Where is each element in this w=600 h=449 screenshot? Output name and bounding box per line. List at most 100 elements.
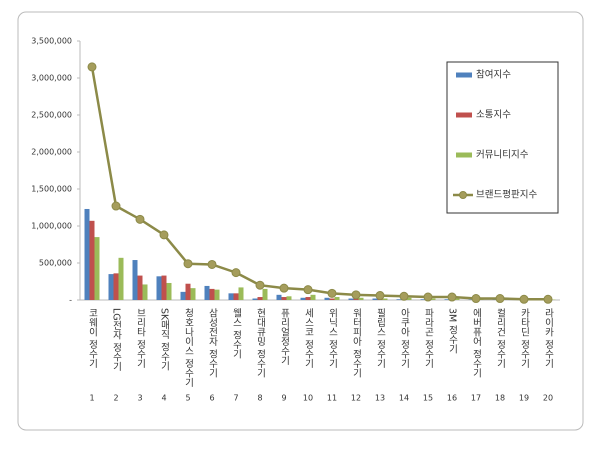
x-tick-label: 퓨리얼정수기 xyxy=(279,308,290,366)
legend-label: 소통지수 xyxy=(476,110,511,121)
line-marker xyxy=(376,292,384,300)
rank-label: 12 xyxy=(351,394,361,403)
bar xyxy=(282,297,287,300)
bar xyxy=(157,276,162,300)
x-tick-label: 워터피아 정수기 xyxy=(351,308,362,378)
line-marker xyxy=(400,292,408,300)
bar xyxy=(181,292,186,300)
rank-label: 14 xyxy=(399,394,409,403)
bar xyxy=(186,284,191,300)
bar xyxy=(335,297,340,300)
y-tick-label: 2,500,000 xyxy=(31,111,72,120)
rank-label: 20 xyxy=(543,394,553,403)
rank-label: 19 xyxy=(519,394,529,403)
line-marker xyxy=(88,63,96,71)
x-tick-label: LG전자 정수기 xyxy=(111,308,122,372)
line-marker xyxy=(136,215,144,223)
line-marker xyxy=(424,293,432,301)
line-marker xyxy=(520,295,528,303)
x-tick-label: 아쿠아 정수기 xyxy=(399,308,410,369)
bar xyxy=(311,295,316,300)
bar xyxy=(162,276,167,300)
line-marker xyxy=(280,284,288,292)
bar xyxy=(143,284,148,300)
bar xyxy=(210,289,215,300)
legend-label: 참여지수 xyxy=(476,69,511,81)
bar xyxy=(229,293,234,300)
bar xyxy=(215,290,220,300)
rank-label: 8 xyxy=(257,394,262,403)
line-marker xyxy=(472,295,480,303)
legend-swatch xyxy=(460,192,467,199)
line-marker xyxy=(160,231,168,239)
y-tick-label: 2,000,000 xyxy=(31,148,72,157)
y-tick-label: - xyxy=(69,296,72,305)
rank-label: 4 xyxy=(161,394,166,403)
bar xyxy=(119,258,124,300)
rank-label: 11 xyxy=(327,394,337,403)
line-marker xyxy=(232,269,240,277)
rank-label: 16 xyxy=(447,394,457,403)
legend-swatch xyxy=(456,73,472,78)
x-tick-label: 코웨이 정수기 xyxy=(87,308,98,369)
rank-label: 2 xyxy=(113,394,118,403)
x-tick-label: 현대큐밍 정수기 xyxy=(255,308,266,378)
line-marker xyxy=(544,295,552,303)
bar xyxy=(109,274,114,300)
rank-label: 3 xyxy=(137,394,142,403)
x-tick-label: 필립스 정수기 xyxy=(375,307,386,369)
rank-label: 17 xyxy=(471,394,481,403)
bar xyxy=(138,276,143,300)
rank-label: 10 xyxy=(303,394,313,403)
y-tick-label: 1,500,000 xyxy=(31,185,72,194)
bar xyxy=(85,209,90,300)
bar xyxy=(90,221,95,300)
x-tick-label: 라이카 정수기 xyxy=(543,308,554,369)
x-tick-label: 세스코 정수기 xyxy=(303,308,314,369)
y-tick-label: 1,000,000 xyxy=(31,222,72,231)
bar xyxy=(253,299,258,300)
y-tick-label: 3,000,000 xyxy=(31,74,72,83)
rank-label: 5 xyxy=(185,394,190,403)
rank-label: 13 xyxy=(375,394,385,403)
bar xyxy=(258,297,263,300)
bar xyxy=(234,293,239,300)
line-marker xyxy=(352,291,360,299)
line-marker xyxy=(208,260,216,268)
legend-label: 커뮤니티지수 xyxy=(476,150,529,161)
line-marker xyxy=(496,295,504,303)
bar xyxy=(133,260,138,300)
line-marker xyxy=(328,289,336,297)
rank-label: 6 xyxy=(209,394,214,403)
x-tick-label: 청호나이스 정수기 xyxy=(183,308,194,388)
line-marker xyxy=(256,281,264,289)
x-tick-label: 파라곤 정수기 xyxy=(423,308,434,369)
line-marker xyxy=(448,293,456,301)
bar xyxy=(191,288,196,300)
bar xyxy=(114,273,119,300)
bar xyxy=(359,298,364,300)
x-tick-label: 웰스 정수기 xyxy=(231,308,242,359)
rank-label: 18 xyxy=(495,394,505,403)
bar xyxy=(373,299,378,300)
bar xyxy=(301,298,306,300)
line-marker xyxy=(304,286,312,294)
bar xyxy=(330,299,335,300)
bar xyxy=(325,298,330,300)
bar xyxy=(287,296,292,300)
bar xyxy=(383,299,388,300)
bar xyxy=(95,237,100,300)
legend-label: 브랜드평판지수 xyxy=(476,190,537,201)
bar xyxy=(306,297,311,300)
x-tick-label: 에버퓨어 정수기 xyxy=(471,308,482,378)
rank-label: 7 xyxy=(233,394,238,403)
bar xyxy=(277,295,282,300)
bar xyxy=(205,286,210,300)
bar xyxy=(167,283,172,300)
bar xyxy=(263,289,268,300)
x-tick-label: 삼성전자 정수기 xyxy=(207,308,218,378)
bar xyxy=(239,287,244,300)
bar xyxy=(349,299,354,300)
legend-swatch xyxy=(456,113,472,118)
